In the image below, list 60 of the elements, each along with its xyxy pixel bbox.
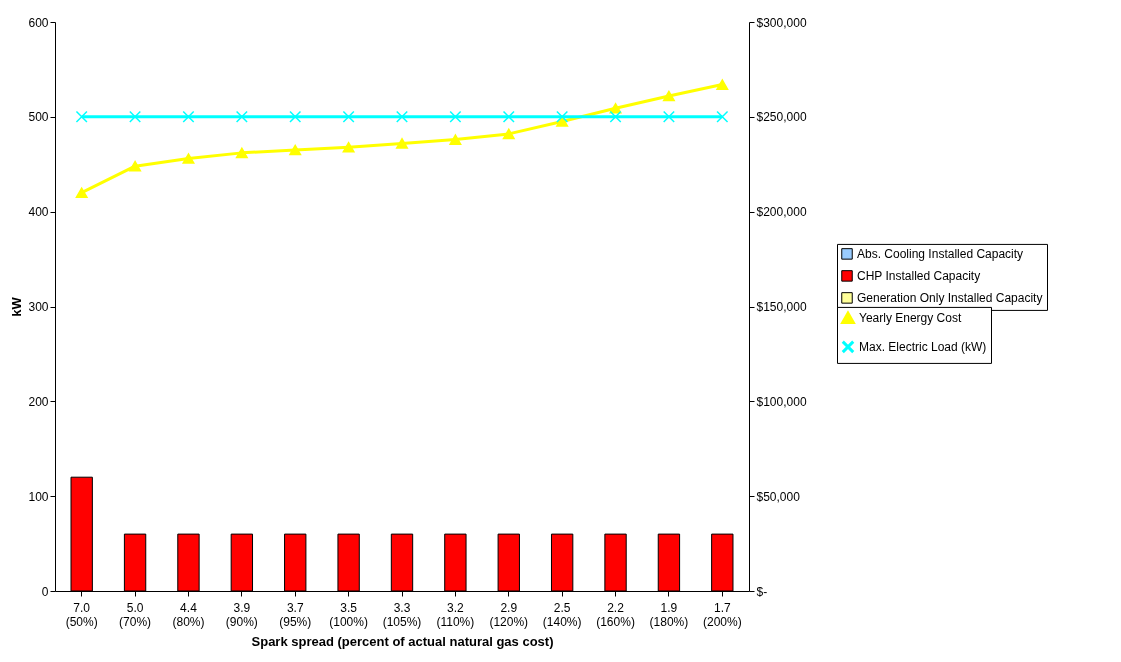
legend-label: Yearly Energy Cost — [859, 310, 962, 325]
y-axis-title: kW — [9, 296, 25, 317]
x-tick-label: 2.2 (160%) — [596, 600, 635, 629]
point — [289, 110, 302, 123]
y-tick-label: 600 — [28, 15, 49, 30]
point — [129, 160, 142, 172]
point — [396, 138, 408, 149]
legend-label: Max. Electric Load (kW) — [859, 339, 987, 354]
x-tick-label: 7.0 (50%) — [65, 600, 98, 629]
x-tick-label: 3.7 (95%) — [279, 600, 312, 629]
point — [449, 134, 462, 145]
y2-tick-label: $250,000 — [756, 110, 807, 125]
point — [396, 110, 408, 123]
x-tick-label: 3.3 (105%) — [382, 600, 422, 629]
point — [556, 116, 569, 127]
x-tick-label: 2.5 (140%) — [542, 600, 582, 629]
point — [182, 153, 195, 164]
legend-label: CHP Installed Capacity — [857, 268, 981, 283]
y2-tick-label: $150,000 — [756, 300, 807, 314]
point — [449, 110, 462, 123]
point — [556, 110, 569, 123]
point — [342, 141, 355, 153]
x-tick-label: 3.9 (90%) — [225, 600, 258, 629]
y2-tick-label: $100,000 — [756, 394, 807, 409]
point — [235, 110, 248, 123]
point — [502, 128, 515, 140]
x-axis-title: Spark spread (percent of actual natural gas cost) — [251, 633, 554, 649]
x-tick-label: 2.9 (120%) — [489, 600, 529, 629]
point — [342, 110, 355, 123]
point — [182, 110, 195, 123]
x-tick-label: 3.5 (100%) — [329, 600, 368, 629]
point — [662, 90, 675, 102]
x-tick-label: 4.4 (80%) — [172, 600, 205, 629]
x-tick-label: 1.9 (180%) — [649, 600, 689, 629]
y-tick-label: 100 — [28, 489, 49, 504]
x-tick-label: 5.0 (70%) — [119, 600, 152, 629]
point — [75, 187, 88, 198]
y-tick-label: 200 — [28, 394, 49, 409]
y-tick-label: 300 — [28, 300, 49, 314]
point — [609, 103, 622, 114]
y2-tick-label: $- — [756, 584, 768, 599]
x-tick-label: 1.7 (200%) — [702, 600, 742, 629]
point — [502, 110, 515, 123]
y-tick-label: 500 — [28, 110, 49, 125]
point — [716, 110, 729, 123]
point — [662, 110, 675, 123]
point — [75, 110, 88, 123]
point — [609, 110, 622, 123]
x-tick-label: 3.2 (110%) — [436, 600, 475, 629]
point — [716, 79, 729, 90]
y-tick-label: 0 — [41, 584, 49, 599]
y2-tick-label: $50,000 — [756, 489, 801, 504]
point — [129, 110, 142, 123]
y2-tick-label: $200,000 — [756, 205, 807, 220]
point — [289, 144, 302, 156]
y2-tick-label: $300,000 — [756, 15, 807, 30]
point — [235, 147, 248, 159]
y-tick-label: 400 — [28, 205, 49, 220]
legend-label: Generation Only Installed Capacity — [857, 290, 1043, 305]
legend-label: Abs. Cooling Installed Capacity — [857, 246, 1024, 261]
